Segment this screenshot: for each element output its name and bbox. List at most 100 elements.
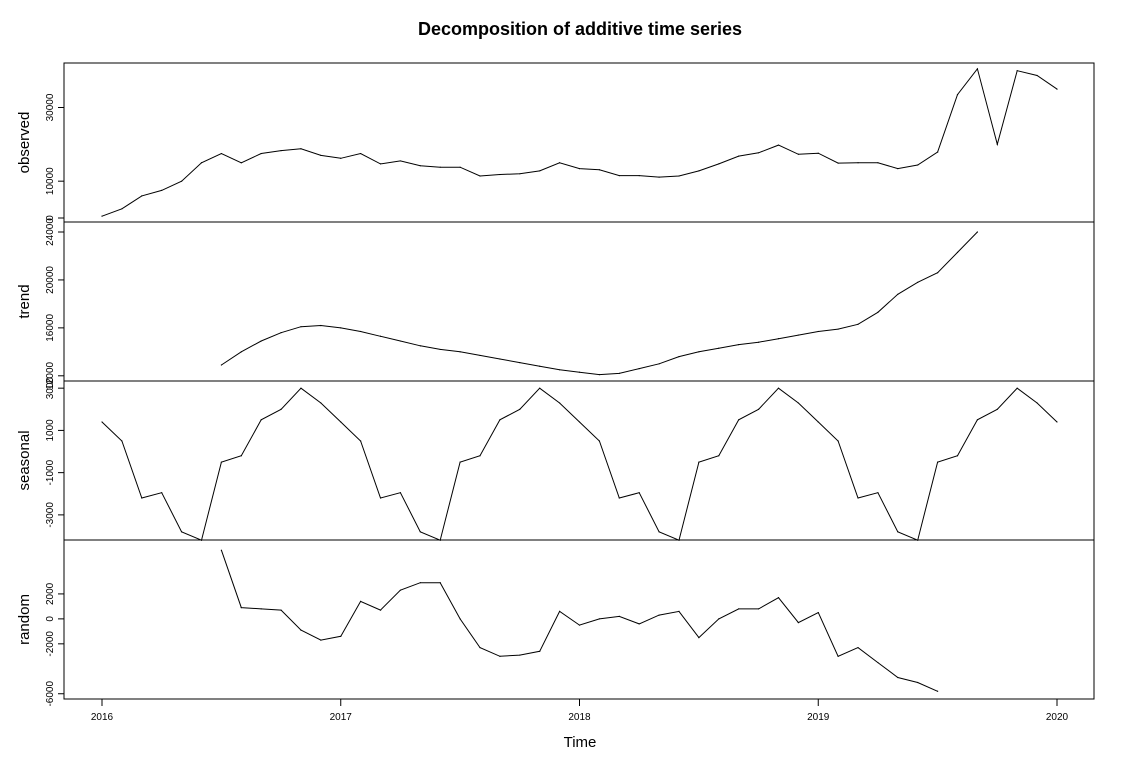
trend-axis-label: trend [16, 284, 33, 318]
observed-point [718, 163, 720, 165]
random-point [817, 612, 819, 614]
trend-point [658, 363, 660, 365]
seasonal-point [1036, 402, 1038, 404]
observed-point [300, 148, 302, 150]
trend-point [917, 281, 919, 283]
trend-y-tick-label: 20000 [45, 266, 56, 294]
seasonal-panel-frame [63, 380, 1095, 541]
trend-point [738, 344, 740, 346]
observed-point [956, 94, 959, 96]
trend-point [399, 340, 402, 342]
random-point [937, 690, 939, 692]
observed-point [280, 150, 282, 152]
seasonal-point [180, 531, 183, 533]
trend-panel-frame [63, 221, 1095, 382]
observed-point [360, 152, 362, 155]
seasonal-point [220, 461, 222, 463]
seasonal-point [877, 492, 879, 494]
seasonal-point [757, 408, 760, 410]
seasonal-point [1016, 387, 1018, 389]
observed-point [419, 165, 421, 167]
trend-point [260, 340, 262, 342]
observed-point [379, 163, 382, 165]
random-point [757, 608, 760, 610]
observed-point [1036, 74, 1038, 77]
panel-observed: 0 10000 30000 observed [16, 62, 1095, 223]
observed-point [757, 152, 760, 154]
observed-point [698, 170, 700, 172]
random-point [877, 661, 879, 664]
seasonal-series-line [101, 387, 1058, 541]
seasonal-point [976, 419, 979, 421]
seasonal-point [360, 440, 362, 442]
trend-point [320, 324, 322, 327]
seasonal-point [638, 492, 640, 494]
trend-point [937, 272, 939, 274]
observed-point [459, 166, 461, 168]
trend-point [797, 334, 799, 336]
observed-point [340, 157, 342, 159]
trend-y-tick-label: 12000 [45, 361, 56, 389]
observed-point [777, 144, 780, 146]
trend-point [897, 293, 899, 295]
seasonal-point [399, 492, 402, 494]
observed-point [121, 208, 123, 210]
seasonal-y-tick-label: 1000 [45, 419, 56, 442]
observed-y-tick-label: 10000 [45, 167, 56, 195]
x-tick-label: 2018 [568, 712, 591, 723]
random-point [439, 582, 441, 584]
trend-point [439, 348, 441, 351]
random-point [260, 608, 262, 610]
observed-point [877, 162, 879, 164]
x-tick-label: 2017 [330, 712, 353, 723]
trend-y-tick-label: 16000 [45, 314, 56, 342]
random-point [897, 676, 899, 679]
seasonal-point [578, 421, 581, 423]
observed-point [260, 152, 262, 155]
observed-point [857, 162, 859, 164]
seasonal-point [161, 492, 163, 494]
seasonal-point [817, 421, 819, 423]
observed-point [1056, 88, 1058, 90]
x-tick-label: 2019 [807, 712, 830, 723]
random-point [578, 624, 581, 626]
trend-point [698, 351, 700, 353]
seasonal-point [519, 408, 521, 410]
random-point [539, 650, 541, 652]
observed-point [578, 168, 581, 170]
random-point [499, 655, 501, 657]
seasonal-point [777, 387, 780, 389]
random-panel-frame [63, 539, 1095, 700]
random-point [718, 618, 720, 620]
seasonal-point [300, 387, 302, 389]
observed-point [320, 154, 322, 156]
trend-point [519, 362, 521, 364]
random-point [698, 636, 700, 639]
observed-y-tick-label: 0 [45, 215, 56, 221]
trend-point [777, 338, 780, 340]
random-point [519, 654, 521, 656]
random-point [797, 622, 799, 624]
observed-panel-frame [63, 62, 1095, 223]
observed-point [996, 143, 998, 145]
panel-random: -6000 -2000 0 2000 random [16, 539, 1095, 707]
random-point [399, 589, 402, 591]
random-point [340, 635, 342, 637]
observed-point [519, 173, 521, 175]
seasonal-point [320, 402, 322, 404]
trend-series-line [221, 231, 978, 376]
observed-point [101, 215, 103, 217]
chart-title: Decomposition of additive time series [418, 19, 742, 39]
observed-point [479, 175, 481, 177]
seasonal-y-tick-label: -3000 [45, 502, 56, 528]
panel-trend: 12000 16000 20000 24000 trend [16, 218, 1095, 390]
observed-point [658, 176, 660, 178]
seasonal-y-tick-label: 3000 [45, 377, 56, 400]
random-point [379, 609, 382, 611]
observed-point [220, 152, 222, 155]
seasonal-point [937, 461, 939, 463]
observed-point [399, 160, 402, 162]
seasonal-axis-label: seasonal [16, 430, 33, 490]
random-point [559, 610, 561, 612]
trend-point [379, 335, 382, 337]
